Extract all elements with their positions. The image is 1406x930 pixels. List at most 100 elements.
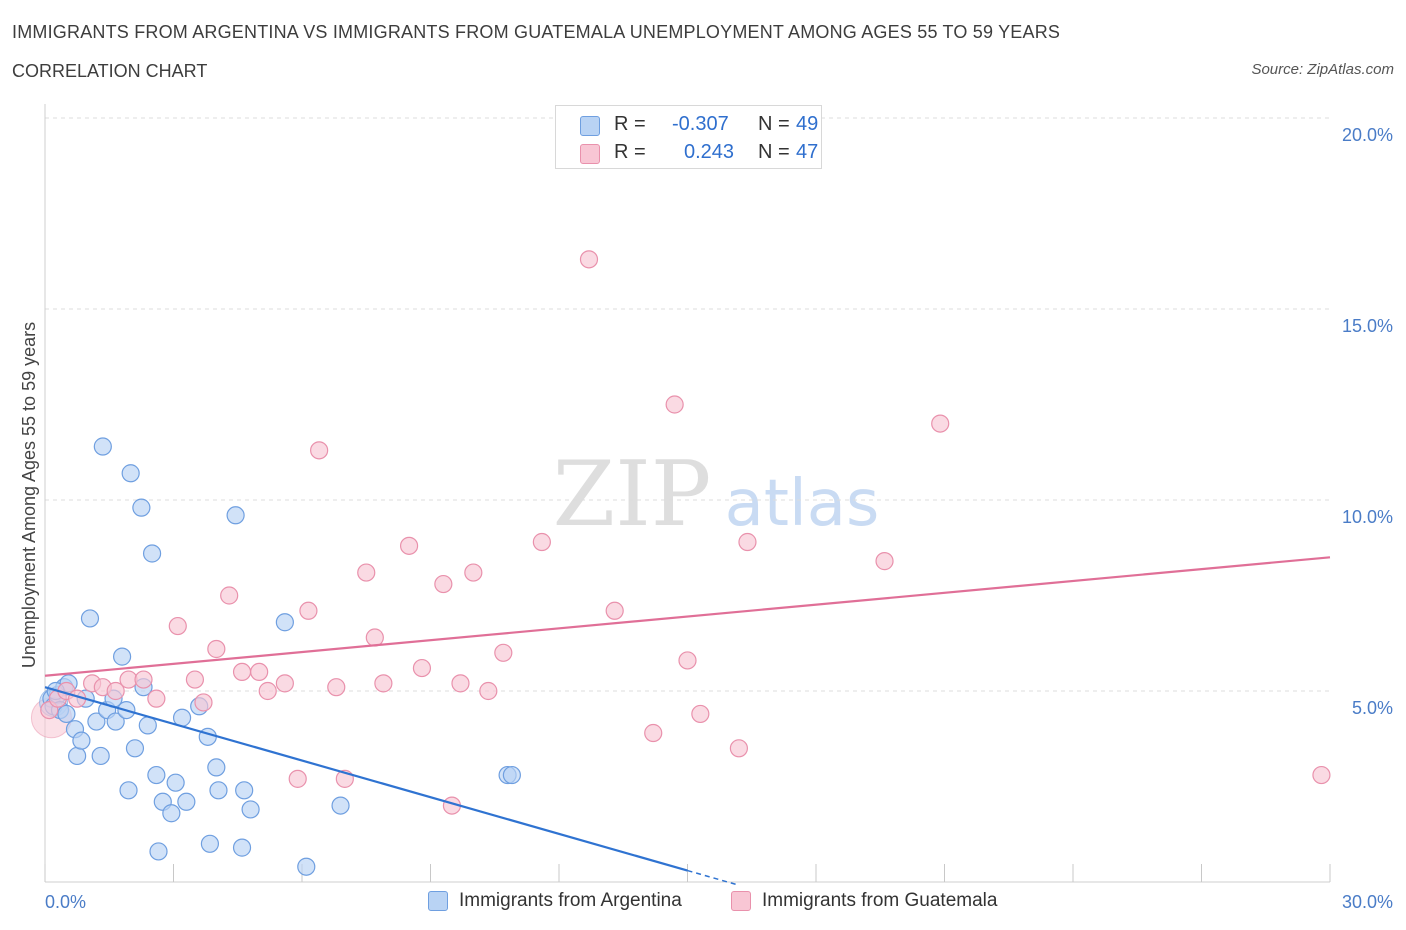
watermark-zip: ZIP (553, 442, 712, 547)
guatemala-point (665, 395, 684, 414)
guatemala-point (451, 674, 470, 693)
x-tick-label: 0.0% (45, 892, 86, 912)
y-tick-label: 15.0% (1342, 316, 1393, 336)
argentina-point (297, 857, 316, 876)
argentina-point (166, 773, 185, 792)
guatemala-point (399, 536, 419, 555)
y-tick-label: 5.0% (1352, 698, 1393, 718)
argentina-point (91, 746, 110, 766)
n-label: N = (758, 113, 790, 135)
argentina-point (177, 792, 196, 811)
guatemala-point (738, 532, 757, 552)
argentina-point (331, 796, 350, 815)
legend-label: Immigrants from Argentina (459, 890, 682, 911)
guatemala-swatch (580, 144, 600, 164)
argentina-point (142, 544, 162, 563)
argentina-point (138, 716, 157, 735)
argentina-point (235, 781, 254, 800)
argentina-swatch (580, 116, 600, 136)
axis-labels: 5.0% 10.0% 15.0% 20.0% 0.0% 30.0% Unemployment… (19, 125, 1393, 912)
guatemala-point (220, 586, 239, 605)
argentina-point (226, 506, 245, 525)
argentina-point (207, 758, 226, 777)
chart-subtitle: CORRELATION CHART (12, 61, 208, 81)
guatemala-point (579, 250, 599, 269)
r-value: -0.307 (672, 113, 729, 135)
argentina-point (106, 712, 125, 731)
guatemala-point (1312, 765, 1331, 785)
n-label: N = (758, 141, 790, 163)
argentina-point (241, 800, 260, 819)
argentina-point (149, 842, 168, 861)
guatemala-point (106, 681, 125, 701)
guatemala-point (464, 563, 483, 582)
argentina-point (275, 613, 294, 632)
guatemala-point (299, 601, 318, 620)
guatemala-point (168, 616, 187, 636)
argentina-trendline (44, 686, 688, 872)
watermark-atlas: atlas (725, 467, 880, 541)
guatemala-point (494, 643, 513, 662)
argentina-point (200, 834, 220, 853)
x-tick-label: 30.0% (1342, 892, 1393, 912)
guatemala-point (691, 704, 710, 724)
guatemala-point (250, 662, 269, 682)
y-axis-label: Unemployment Among Ages 55 to 59 years (19, 322, 39, 668)
argentina-trendline-extension (687, 869, 740, 886)
correlation-legend: R = -0.307 N = 49 R = 0.243 N = 47 (555, 105, 822, 169)
argentina-point (57, 704, 76, 724)
guatemala-point (605, 601, 624, 620)
guatemala-point (147, 689, 166, 708)
guatemala-point (644, 723, 663, 743)
guatemala-point (288, 769, 307, 788)
guatemala-point (875, 552, 894, 571)
argentina-point (121, 464, 140, 483)
argentina-point (132, 498, 151, 517)
n-value: 47 (796, 141, 819, 163)
argentina-point (72, 731, 91, 750)
r-value: 0.243 (684, 141, 735, 163)
guatemala-swatch (731, 891, 751, 911)
guatemala-point (232, 662, 252, 682)
gridlines (45, 117, 1330, 692)
guatemala-point (134, 670, 153, 689)
y-tick-label: 10.0% (1342, 507, 1393, 527)
argentina-point (147, 765, 166, 785)
argentina-point (68, 746, 87, 766)
guatemala-point (365, 628, 384, 647)
argentina-point (93, 437, 112, 456)
argentina-swatch (428, 891, 448, 911)
axes (44, 104, 1331, 883)
y-tick-label: 20.0% (1342, 125, 1393, 145)
guatemala-point (310, 441, 329, 460)
watermark: ZIP atlas (553, 442, 880, 547)
argentina-point (232, 838, 252, 857)
n-value: 49 (796, 113, 819, 135)
guatemala-point (327, 678, 346, 697)
legend-label: Immigrants from Guatemala (762, 890, 998, 911)
guatemala-point (207, 639, 226, 659)
guatemala-point (374, 674, 393, 693)
guatemala-point (194, 693, 213, 712)
guatemala-point (275, 674, 294, 693)
r-label: R = (614, 141, 646, 163)
data-points (30, 250, 1331, 876)
guatemala-point (185, 670, 205, 689)
argentina-point (119, 781, 138, 800)
argentina-point (162, 804, 181, 823)
trendlines (44, 556, 1331, 886)
argentina-point (125, 739, 145, 758)
guatemala-point (357, 563, 376, 582)
guatemala-point (258, 681, 277, 701)
guatemala-point (931, 414, 950, 433)
guatemala-point (479, 681, 498, 701)
argentina-point (87, 712, 106, 731)
r-label: R = (614, 113, 646, 135)
guatemala-point (434, 574, 453, 594)
chart-title: IMMIGRANTS FROM ARGENTINA VS IMMIGRANTS … (12, 22, 1061, 42)
argentina-point (209, 781, 228, 800)
argentina-point (502, 765, 521, 785)
guatemala-point (678, 651, 697, 670)
guatemala-trendline (44, 556, 1331, 677)
